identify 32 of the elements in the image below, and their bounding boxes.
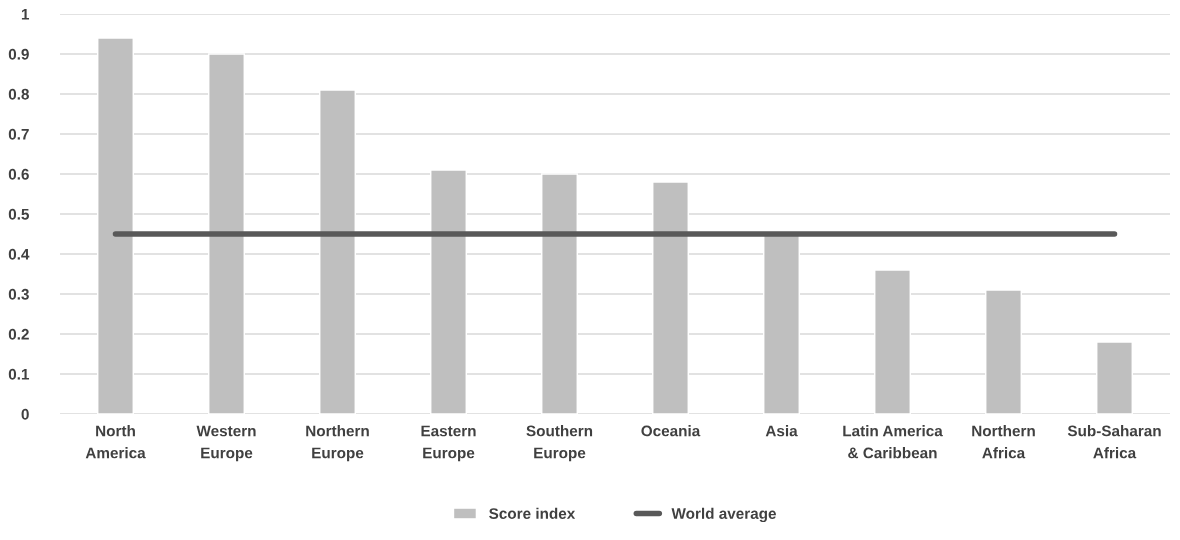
x-tick-label: Eastern Europe	[421, 425, 476, 462]
y-tick-label: 0.3	[8, 288, 29, 300]
x-tick-label: Sub-Saharan Africa	[1067, 425, 1161, 459]
y-tick-label: 0.7	[8, 128, 29, 140]
bar	[319, 89, 356, 414]
bar	[652, 181, 689, 414]
x-tick-label: Latin America & Caribbean	[843, 425, 943, 459]
x-tick-label: Asia	[765, 425, 798, 437]
x-tick-label: Northern Europe	[306, 425, 369, 462]
bar	[541, 173, 578, 414]
y-tick-label: 0.8	[8, 88, 29, 100]
bar	[97, 37, 134, 414]
bar	[208, 53, 245, 414]
legend-label: Score index	[489, 507, 576, 519]
bar	[430, 169, 467, 414]
bar	[1096, 341, 1133, 414]
y-tick-label: 0.9	[8, 48, 29, 60]
y-tick-label: 0.4	[8, 248, 30, 260]
y-tick-label: 0.6	[8, 168, 29, 180]
x-tick-label: North America	[85, 425, 146, 459]
x-tick-label: Southern Europe	[526, 425, 593, 462]
x-tick-label: Western Europe	[196, 425, 256, 462]
x-tick-label: Oceania	[641, 425, 701, 437]
y-tick-label: 0.2	[8, 328, 29, 340]
y-tick-label: 0.1	[8, 368, 30, 380]
x-tick-label: Northern Africa	[972, 425, 1035, 459]
bar	[985, 289, 1022, 414]
y-tick-label: 1	[21, 9, 30, 20]
y-tick-label: 0	[21, 408, 29, 420]
bar	[874, 269, 911, 414]
y-tick-label: 0.5	[8, 208, 30, 220]
legend-label: World average	[671, 507, 776, 523]
